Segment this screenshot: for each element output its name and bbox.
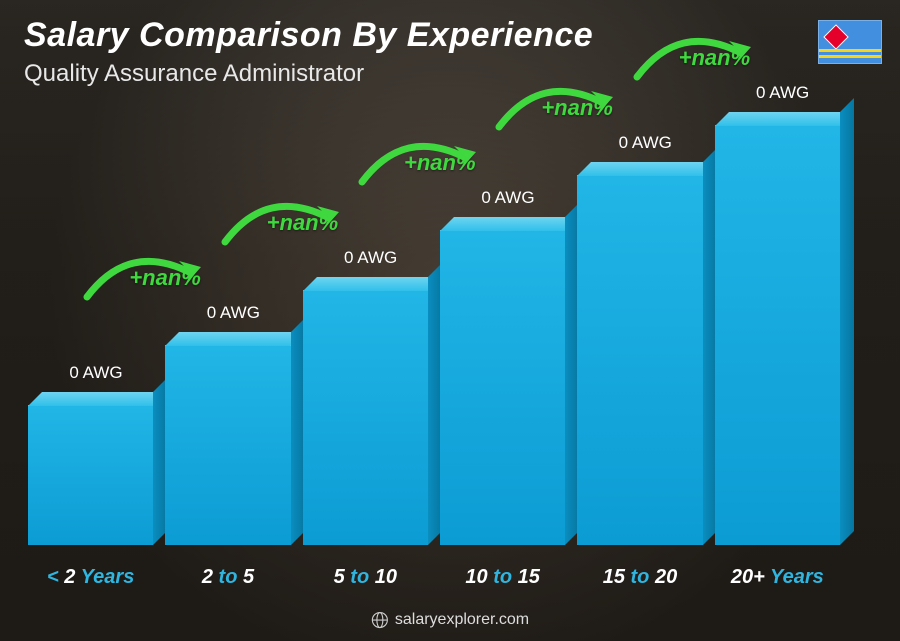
chart-title: Salary Comparison By Experience bbox=[24, 16, 593, 55]
aruba-flag-icon bbox=[818, 20, 882, 64]
bar bbox=[715, 125, 840, 545]
bar-wrap: 0 AWG+nan%15 to 20 bbox=[577, 175, 702, 545]
bar bbox=[165, 345, 290, 545]
bar bbox=[28, 405, 153, 545]
bar-change: +nan% bbox=[267, 210, 339, 236]
bar-change: +nan% bbox=[129, 265, 201, 291]
bar-value: 0 AWG bbox=[756, 83, 809, 103]
bar-change: +nan% bbox=[541, 95, 613, 121]
bar-category: 10 to 15 bbox=[465, 566, 540, 589]
bar-value: 0 AWG bbox=[344, 248, 397, 268]
footer: salaryexplorer.com bbox=[371, 611, 529, 629]
bar-category: 5 to 10 bbox=[334, 566, 397, 589]
bar-value: 0 AWG bbox=[481, 188, 534, 208]
bar bbox=[440, 230, 565, 545]
bar-change: +nan% bbox=[404, 150, 476, 176]
globe-icon bbox=[371, 611, 389, 629]
bar-wrap: 0 AWG+nan%20+ Years bbox=[715, 125, 840, 545]
bar-category: < 2 Years bbox=[47, 566, 134, 589]
bars-container: 0 AWG< 2 Years0 AWG+nan%2 to 50 AWG+nan%… bbox=[28, 115, 840, 545]
bar-category: 20+ Years bbox=[731, 566, 824, 589]
footer-text: salaryexplorer.com bbox=[395, 611, 529, 629]
bar-wrap: 0 AWG+nan%2 to 5 bbox=[165, 345, 290, 545]
bar-value: 0 AWG bbox=[207, 303, 260, 323]
bar-value: 0 AWG bbox=[619, 133, 672, 153]
bar bbox=[303, 290, 428, 545]
bar-wrap: 0 AWG< 2 Years bbox=[28, 405, 153, 545]
chart-subtitle: Quality Assurance Administrator bbox=[24, 60, 364, 88]
bar-change: +nan% bbox=[679, 45, 751, 71]
bar bbox=[577, 175, 702, 545]
bar-category: 2 to 5 bbox=[202, 566, 254, 589]
bar-wrap: 0 AWG+nan%10 to 15 bbox=[440, 230, 565, 545]
bar-value: 0 AWG bbox=[69, 363, 122, 383]
bar-category: 15 to 20 bbox=[603, 566, 678, 589]
bar-wrap: 0 AWG+nan%5 to 10 bbox=[303, 290, 428, 545]
salary-chart: Salary Comparison By Experience Quality … bbox=[0, 0, 900, 641]
